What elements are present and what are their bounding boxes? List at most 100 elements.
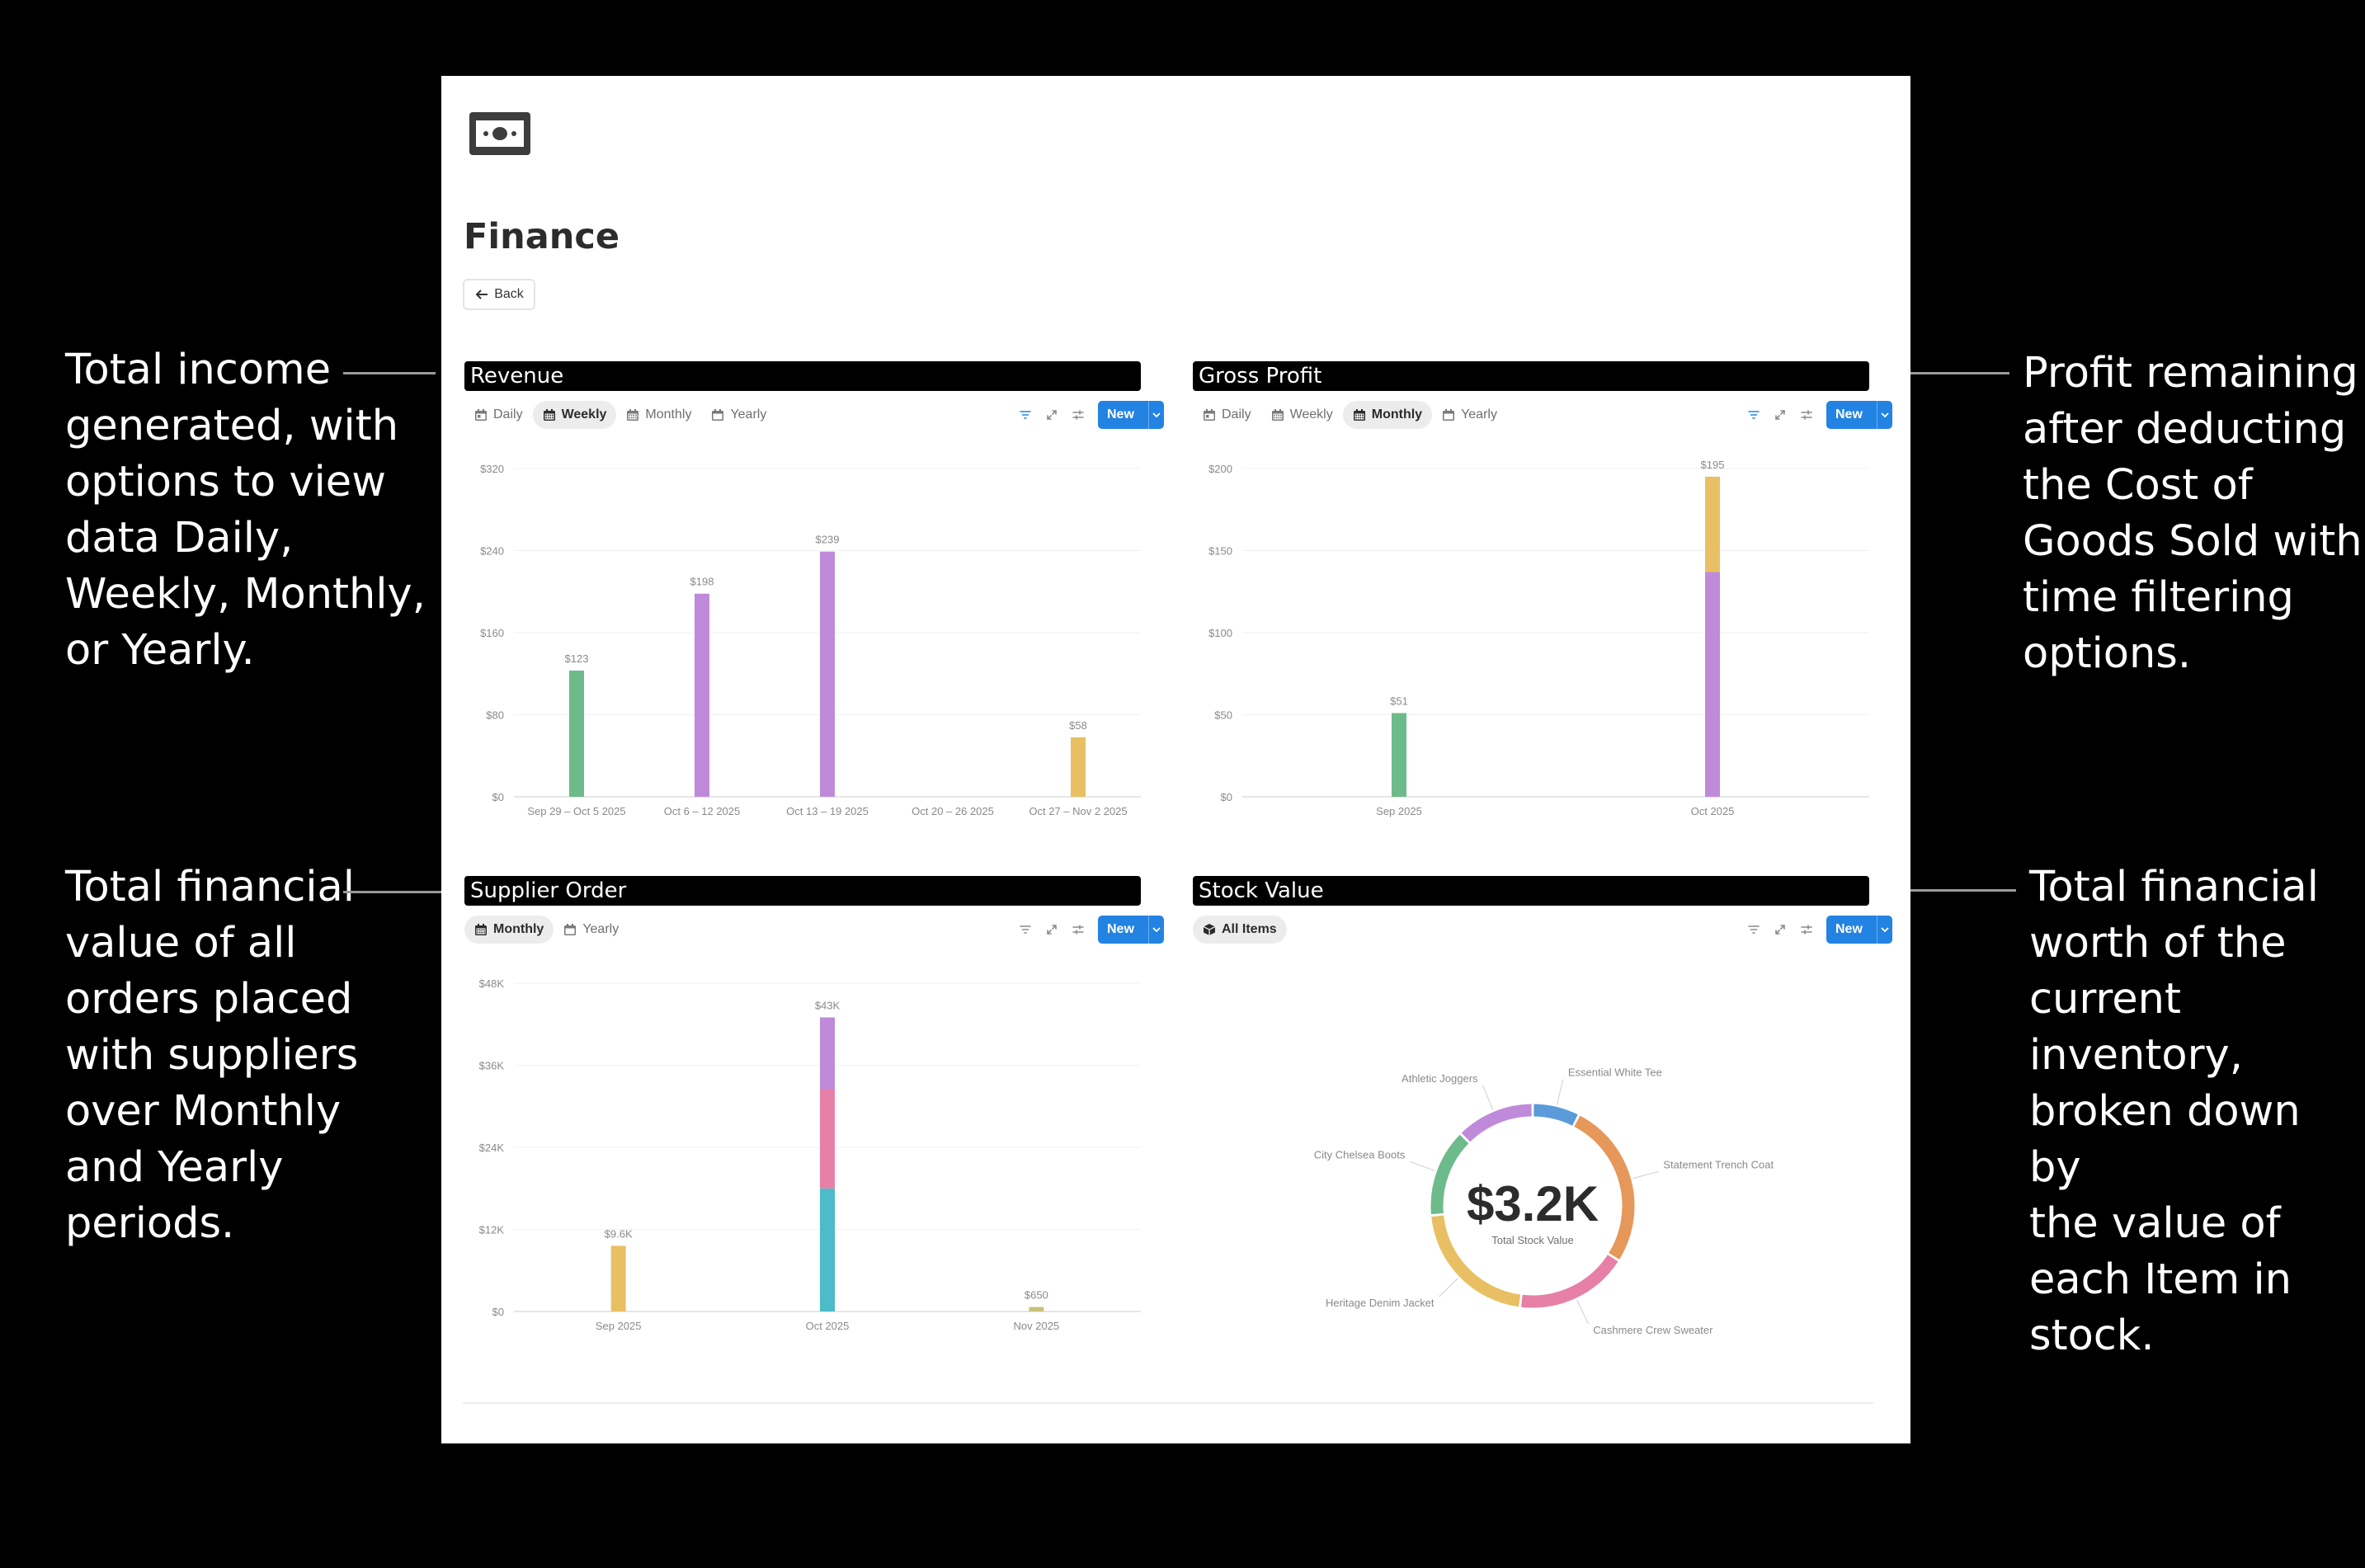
calendar-year-icon	[712, 409, 724, 421]
y-tick-label: $150	[1208, 545, 1232, 558]
new-dropdown-button[interactable]	[1149, 410, 1164, 420]
tab-monthly[interactable]: Monthly	[616, 401, 701, 429]
new-button[interactable]: New	[1098, 916, 1164, 944]
tab-yearly[interactable]: Yearly	[554, 916, 629, 944]
annotation-supplier-order-line: with suppliers	[65, 1031, 359, 1080]
new-dropdown-button[interactable]	[1877, 410, 1892, 420]
panel-supplier-order: Supplier Order Monthly Yearly New $0 $12K $…	[464, 876, 1174, 1354]
tab-monthly[interactable]: Monthly	[464, 916, 554, 944]
bar-segment[interactable]	[610, 1245, 626, 1311]
calendar-day-icon	[475, 409, 487, 421]
sort-button[interactable]	[1793, 401, 1820, 429]
annotation-supplier-order-line: value of all	[65, 919, 297, 968]
tab-weekly[interactable]: Weekly	[532, 401, 617, 429]
expand-button[interactable]	[1039, 916, 1065, 944]
annotation-gross-profit-line: options.	[2023, 629, 2192, 678]
donut-slice[interactable]	[1430, 1134, 1469, 1215]
sort-icon	[1072, 925, 1084, 935]
panel-revenue: Revenue Daily Weekly Monthly Yearly New $0 $…	[464, 361, 1174, 823]
tab-daily[interactable]: Daily	[1193, 401, 1261, 429]
donut-slice[interactable]	[1461, 1104, 1532, 1142]
slice-label: Heritage Denim Jacket	[1326, 1297, 1435, 1309]
expand-icon	[1047, 925, 1057, 935]
y-tick-label: $100	[1208, 627, 1232, 639]
panel-title-revenue: Revenue	[464, 361, 1141, 391]
filter-button[interactable]	[1012, 916, 1039, 944]
filter-icon	[1020, 411, 1031, 419]
calendar-week-icon	[543, 409, 555, 421]
x-tick-label: Sep 2025	[596, 1320, 642, 1332]
filter-button[interactable]	[1012, 401, 1039, 429]
leader-line	[1556, 1079, 1564, 1105]
tab-yearly[interactable]: Yearly	[701, 401, 776, 429]
bar-segment[interactable]	[569, 671, 584, 797]
bar-segment[interactable]	[820, 1089, 835, 1189]
sort-button[interactable]	[1065, 916, 1091, 944]
bar-segment[interactable]	[820, 1188, 835, 1311]
bar-segment[interactable]	[820, 551, 835, 797]
annotation-revenue: Total income generated, with options to vi…	[65, 342, 426, 679]
bar-segment[interactable]	[1705, 572, 1720, 797]
new-button[interactable]: New	[1826, 916, 1892, 944]
calendar-month-icon	[1353, 409, 1365, 421]
x-tick-label: Oct 2025	[806, 1320, 850, 1332]
x-tick-label: Oct 13 – 19 2025	[786, 805, 869, 817]
chart-revenue: $0 $80 $160 $240 $320 Sep 29 – Oct 5 2025 $123…	[480, 463, 1141, 817]
donut-slice[interactable]	[1431, 1215, 1521, 1307]
y-tick-label: $0	[492, 791, 504, 803]
expand-icon	[1047, 410, 1057, 420]
tab-yearly[interactable]: Yearly	[1432, 401, 1507, 429]
y-tick-label: $320	[480, 463, 504, 475]
box-icon	[1203, 924, 1216, 935]
bar-segment[interactable]	[695, 593, 709, 797]
annotation-revenue-line: options to view	[65, 458, 386, 506]
tab-label: Yearly	[1461, 407, 1497, 421]
calendar-month-icon	[475, 924, 487, 935]
tab-daily[interactable]: Daily	[464, 401, 533, 429]
sort-button[interactable]	[1793, 916, 1820, 944]
annotation-stock-value: Total financial worth of the current invent…	[2029, 859, 2365, 1364]
tab-label: Weekly	[561, 407, 607, 421]
donut-slice[interactable]	[1574, 1115, 1635, 1260]
annotation-gross-profit-line: the Cost of	[2023, 461, 2253, 510]
new-dropdown-button[interactable]	[1877, 925, 1892, 935]
bar-segment[interactable]	[1705, 476, 1720, 572]
annotation-revenue-line: or Yearly.	[65, 626, 255, 675]
filter-button[interactable]	[1741, 916, 1767, 944]
filter-button[interactable]	[1741, 401, 1767, 429]
expand-button[interactable]	[1767, 916, 1793, 944]
annotation-gross-profit-line: after deducting	[2023, 405, 2347, 454]
new-dropdown-button[interactable]	[1149, 925, 1164, 935]
tab-label: Daily	[1222, 407, 1251, 421]
leader-line	[1439, 1278, 1458, 1297]
annotation-stock-value-line: stock.	[2029, 1311, 2155, 1360]
filter-icon	[1020, 925, 1031, 934]
data-label: $198	[690, 576, 714, 588]
bar-segment[interactable]	[1029, 1307, 1044, 1311]
tab-label: Daily	[493, 407, 523, 421]
chevron-down-icon	[1881, 412, 1889, 418]
tab-all-items[interactable]: All Items	[1193, 916, 1287, 944]
expand-button[interactable]	[1767, 401, 1793, 429]
donut-slice[interactable]	[1520, 1255, 1618, 1308]
bar-segment[interactable]	[820, 1017, 835, 1090]
tab-monthly[interactable]: Monthly	[1342, 401, 1433, 429]
new-button[interactable]: New	[1098, 401, 1164, 429]
sort-button[interactable]	[1065, 401, 1091, 429]
bar-segment[interactable]	[1071, 737, 1086, 797]
annotation-stock-value-line: each Item in	[2029, 1255, 2292, 1304]
panel-title-stock-value: Stock Value	[1193, 876, 1869, 906]
tab-label: Monthly	[493, 922, 544, 936]
x-tick-label: Sep 29 – Oct 5 2025	[527, 805, 625, 817]
annotation-revenue-line: Weekly, Monthly,	[65, 570, 426, 619]
expand-button[interactable]	[1039, 401, 1065, 429]
tab-weekly[interactable]: Weekly	[1261, 401, 1343, 429]
annotation-stock-value-line: current	[2029, 975, 2181, 1024]
new-button-separator	[1148, 401, 1149, 429]
back-button[interactable]: Back	[463, 279, 535, 310]
bar-segment[interactable]	[1392, 713, 1406, 797]
chart-gross-profit: $0 $50 $100 $150 $200 Sep 2025 $51 Oct 2025 $195	[1208, 459, 1869, 817]
new-button[interactable]: New	[1826, 401, 1892, 429]
donut-slice[interactable]	[1533, 1104, 1578, 1126]
toolbar-gross-profit: New	[1741, 401, 1892, 429]
